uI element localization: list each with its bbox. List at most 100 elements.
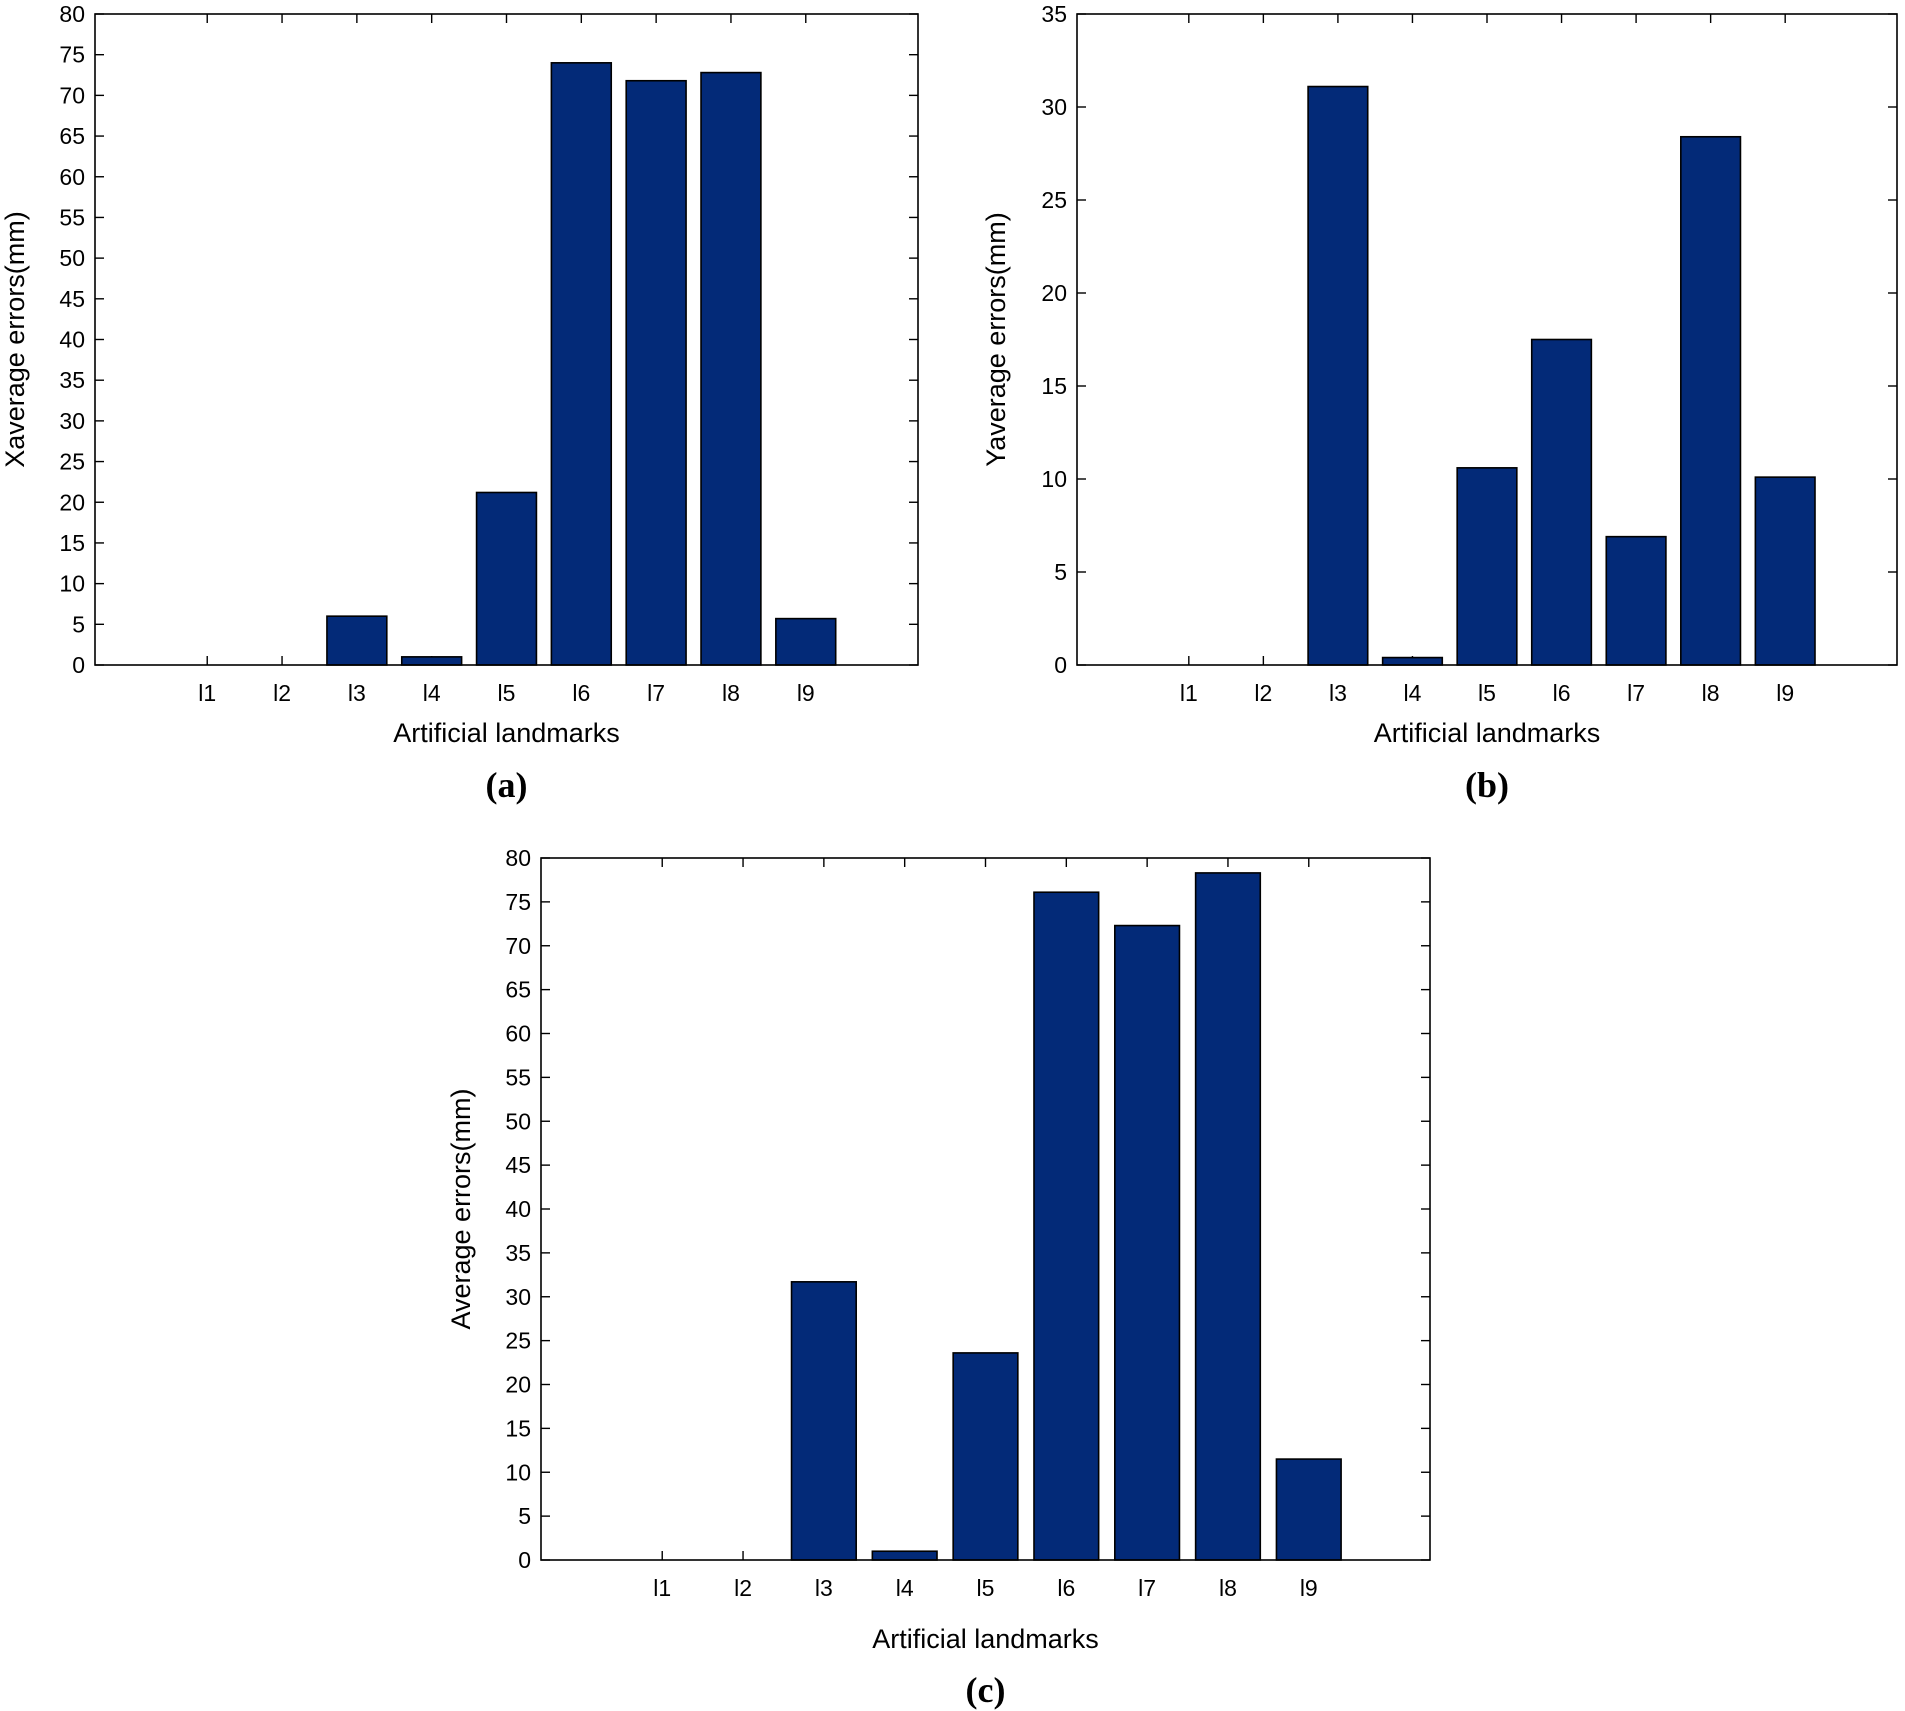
chart-3-ytick-label: 15 — [505, 1415, 531, 1441]
chart-1-ytick-label: 60 — [59, 164, 85, 190]
chart-3-xtick-label: l9 — [1300, 1575, 1318, 1601]
chart-2-xtick-label: l8 — [1702, 680, 1720, 706]
chart-3-ytick-label: 5 — [518, 1503, 531, 1529]
chart-1-bar-l4 — [400, 656, 463, 666]
chart-1-ytick-label: 80 — [59, 1, 85, 27]
chart-3-xtick-label: l7 — [1138, 1575, 1156, 1601]
chart-3-bar-l5 — [952, 1352, 1019, 1561]
chart-1-ytick-label: 45 — [59, 286, 85, 312]
chart-3-ytick-label: 10 — [505, 1459, 531, 1485]
chart-1-xtick-label: l6 — [572, 680, 590, 706]
chart-2-xtick-label: l9 — [1776, 680, 1794, 706]
chart-1-xtick-label: l1 — [198, 680, 216, 706]
chart-3-ytick-label: 20 — [505, 1372, 531, 1398]
chart-3-bar-l7 — [1114, 924, 1181, 1561]
chart-2-xtick-label: l7 — [1627, 680, 1645, 706]
chart-3-ytick-label: 60 — [505, 1021, 531, 1047]
chart-3-xtick-label: l5 — [977, 1575, 995, 1601]
chart-2-ytick-label: 25 — [1041, 187, 1067, 213]
chart-1-ytick-label: 70 — [59, 82, 85, 108]
chart-3-bar-l6 — [1033, 891, 1100, 1561]
chart-2-x-axis-label: Artificial landmarks — [1374, 718, 1601, 748]
chart-3-xtick-label: l1 — [653, 1575, 671, 1601]
chart-3-ytick-label: 35 — [505, 1240, 531, 1266]
chart-3-plot-frame — [540, 857, 1431, 1561]
chart-1-bar-l5 — [475, 491, 538, 666]
chart-1-xtick-label: l9 — [797, 680, 815, 706]
chart-3-ytick-label: 80 — [505, 845, 531, 871]
chart-2-bar-l5 — [1456, 467, 1518, 666]
chart-3-ytick-label: 25 — [505, 1328, 531, 1354]
chart-1-ytick-label: 30 — [59, 408, 85, 434]
chart-1-ytick-label: 65 — [59, 123, 85, 149]
chart-3-ytick-label: 65 — [505, 977, 531, 1003]
chart-2-xtick-label: l4 — [1404, 680, 1422, 706]
chart-2-plot-frame — [1076, 13, 1898, 666]
chart-1-xtick-label: l5 — [498, 680, 516, 706]
chart-3-xtick-label: l6 — [1057, 1575, 1075, 1601]
chart-2-xtick-label: l1 — [1180, 680, 1198, 706]
chart-3-xtick-label: l8 — [1219, 1575, 1237, 1601]
chart-1-ytick-label: 40 — [59, 327, 85, 353]
chart-2-ytick-label: 10 — [1041, 466, 1067, 492]
chart-2-ytick-label: 30 — [1041, 94, 1067, 120]
chart-1-xtick-label: l8 — [722, 680, 740, 706]
chart-1-ytick-label: 15 — [59, 530, 85, 556]
chart-2-ytick-label: 20 — [1041, 280, 1067, 306]
chart-3-ytick-label: 40 — [505, 1196, 531, 1222]
chart-3-ytick-label: 70 — [505, 933, 531, 959]
chart-2-bar-l8 — [1680, 135, 1742, 666]
chart-1-ytick-label: 20 — [59, 489, 85, 515]
chart-3-ytick-label: 75 — [505, 889, 531, 915]
chart-2-ytick-label: 0 — [1054, 652, 1067, 678]
chart-3-panel-caption: (c) — [966, 1670, 1006, 1710]
chart-3-bar-l3 — [790, 1281, 857, 1561]
chart-3-bar-l4 — [871, 1550, 938, 1561]
chart-3-xtick-label: l4 — [896, 1575, 914, 1601]
chart-2-xtick-label: l5 — [1478, 680, 1496, 706]
chart-1-xtick-label: l3 — [348, 680, 366, 706]
chart-2-ytick-label: 15 — [1041, 373, 1067, 399]
chart-2-bar-l6 — [1530, 338, 1593, 666]
chart-1-xtick-label: l2 — [273, 680, 291, 706]
chart-3-ytick-label: 0 — [518, 1547, 531, 1573]
chart-3-ytick-label: 30 — [505, 1284, 531, 1310]
chart-2-ytick-label: 5 — [1054, 559, 1067, 585]
chart-2-y-axis-label: Yaverage errors(mm) — [981, 212, 1011, 467]
chart-2-panel-caption: (b) — [1465, 765, 1509, 805]
chart-3-ytick-label: 55 — [505, 1064, 531, 1090]
chart-2-bar-l3 — [1307, 85, 1369, 666]
chart-1-ytick-label: 55 — [59, 204, 85, 230]
chart-2-ytick-label: 35 — [1041, 1, 1067, 27]
chart-1-x-axis-label: Artificial landmarks — [393, 718, 620, 748]
chart-3-ytick-label: 45 — [505, 1152, 531, 1178]
chart-1-ytick-label: 0 — [72, 652, 85, 678]
chart-3-bar-l8 — [1194, 872, 1262, 1561]
chart-1-ytick-label: 10 — [59, 571, 85, 597]
chart-1-ytick-label: 35 — [59, 367, 85, 393]
chart-2-xtick-label: l2 — [1254, 680, 1272, 706]
chart-1-bar-l3 — [326, 615, 388, 666]
chart-1-plot-frame — [94, 13, 919, 666]
chart-2-bar-l4 — [1381, 656, 1444, 666]
chart-1-ytick-label: 50 — [59, 245, 85, 271]
chart-1-bar-l9 — [775, 617, 837, 666]
chart-2-xtick-label: l3 — [1329, 680, 1347, 706]
chart-3-x-axis-label: Artificial landmarks — [872, 1624, 1099, 1654]
chart-1-ytick-label: 75 — [59, 42, 85, 68]
chart-2-bar-l7 — [1605, 535, 1667, 666]
chart-3-ytick-label: 50 — [505, 1108, 531, 1134]
chart-1-xtick-label: l4 — [423, 680, 441, 706]
chart-1-bar-l8 — [700, 71, 762, 666]
chart-3-xtick-label: l2 — [734, 1575, 752, 1601]
chart-1-bar-l7 — [625, 79, 687, 666]
chart-1-ytick-label: 25 — [59, 449, 85, 475]
chart-1-panel-caption: (a) — [486, 765, 528, 805]
chart-3-y-axis-label: Average errors(mm) — [446, 1088, 476, 1329]
chart-1-ytick-label: 5 — [72, 611, 85, 637]
chart-2-bar-l9 — [1754, 476, 1816, 666]
chart-1-bar-l6 — [550, 62, 613, 666]
chart-2-xtick-label: l6 — [1553, 680, 1571, 706]
chart-3-xtick-label: l3 — [815, 1575, 833, 1601]
